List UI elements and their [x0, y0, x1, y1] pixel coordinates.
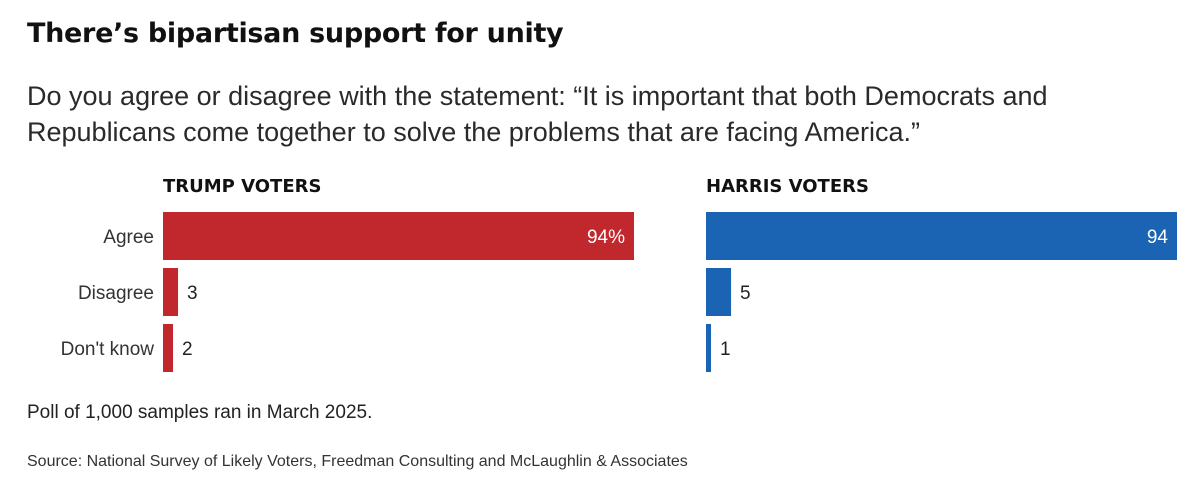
category-label: Agree	[103, 227, 154, 248]
bar-value-label: 2	[182, 339, 193, 360]
source-note: Source: National Survey of Likely Voters…	[27, 453, 688, 470]
bar-chart: Agree Disagree Don't know 94% 3 2 94 5 1	[61, 212, 1177, 372]
bar	[706, 212, 1177, 260]
bar-value-label: 1	[720, 339, 731, 360]
bar	[163, 268, 179, 316]
bar	[163, 324, 174, 372]
bar-value-label: 3	[187, 283, 198, 304]
bar	[706, 268, 732, 316]
poll-note: Poll of 1,000 samples ran in March 2025.	[27, 402, 373, 423]
harris-panel-title: HARRIS VOTERS	[706, 176, 869, 197]
category-label: Disagree	[78, 283, 154, 304]
bar-value-label: 94	[1147, 227, 1169, 248]
category-label: Don't know	[61, 339, 155, 360]
bar	[163, 212, 634, 260]
bar-value-label: 5	[740, 283, 751, 304]
bar-value-label: 94%	[587, 227, 625, 248]
chart-subtitle: Do you agree or disagree with the statem…	[27, 81, 1048, 147]
trump-panel-title: TRUMP VOTERS	[163, 176, 322, 197]
bar	[706, 324, 712, 372]
chart-title: There’s bipartisan support for unity	[27, 18, 564, 49]
